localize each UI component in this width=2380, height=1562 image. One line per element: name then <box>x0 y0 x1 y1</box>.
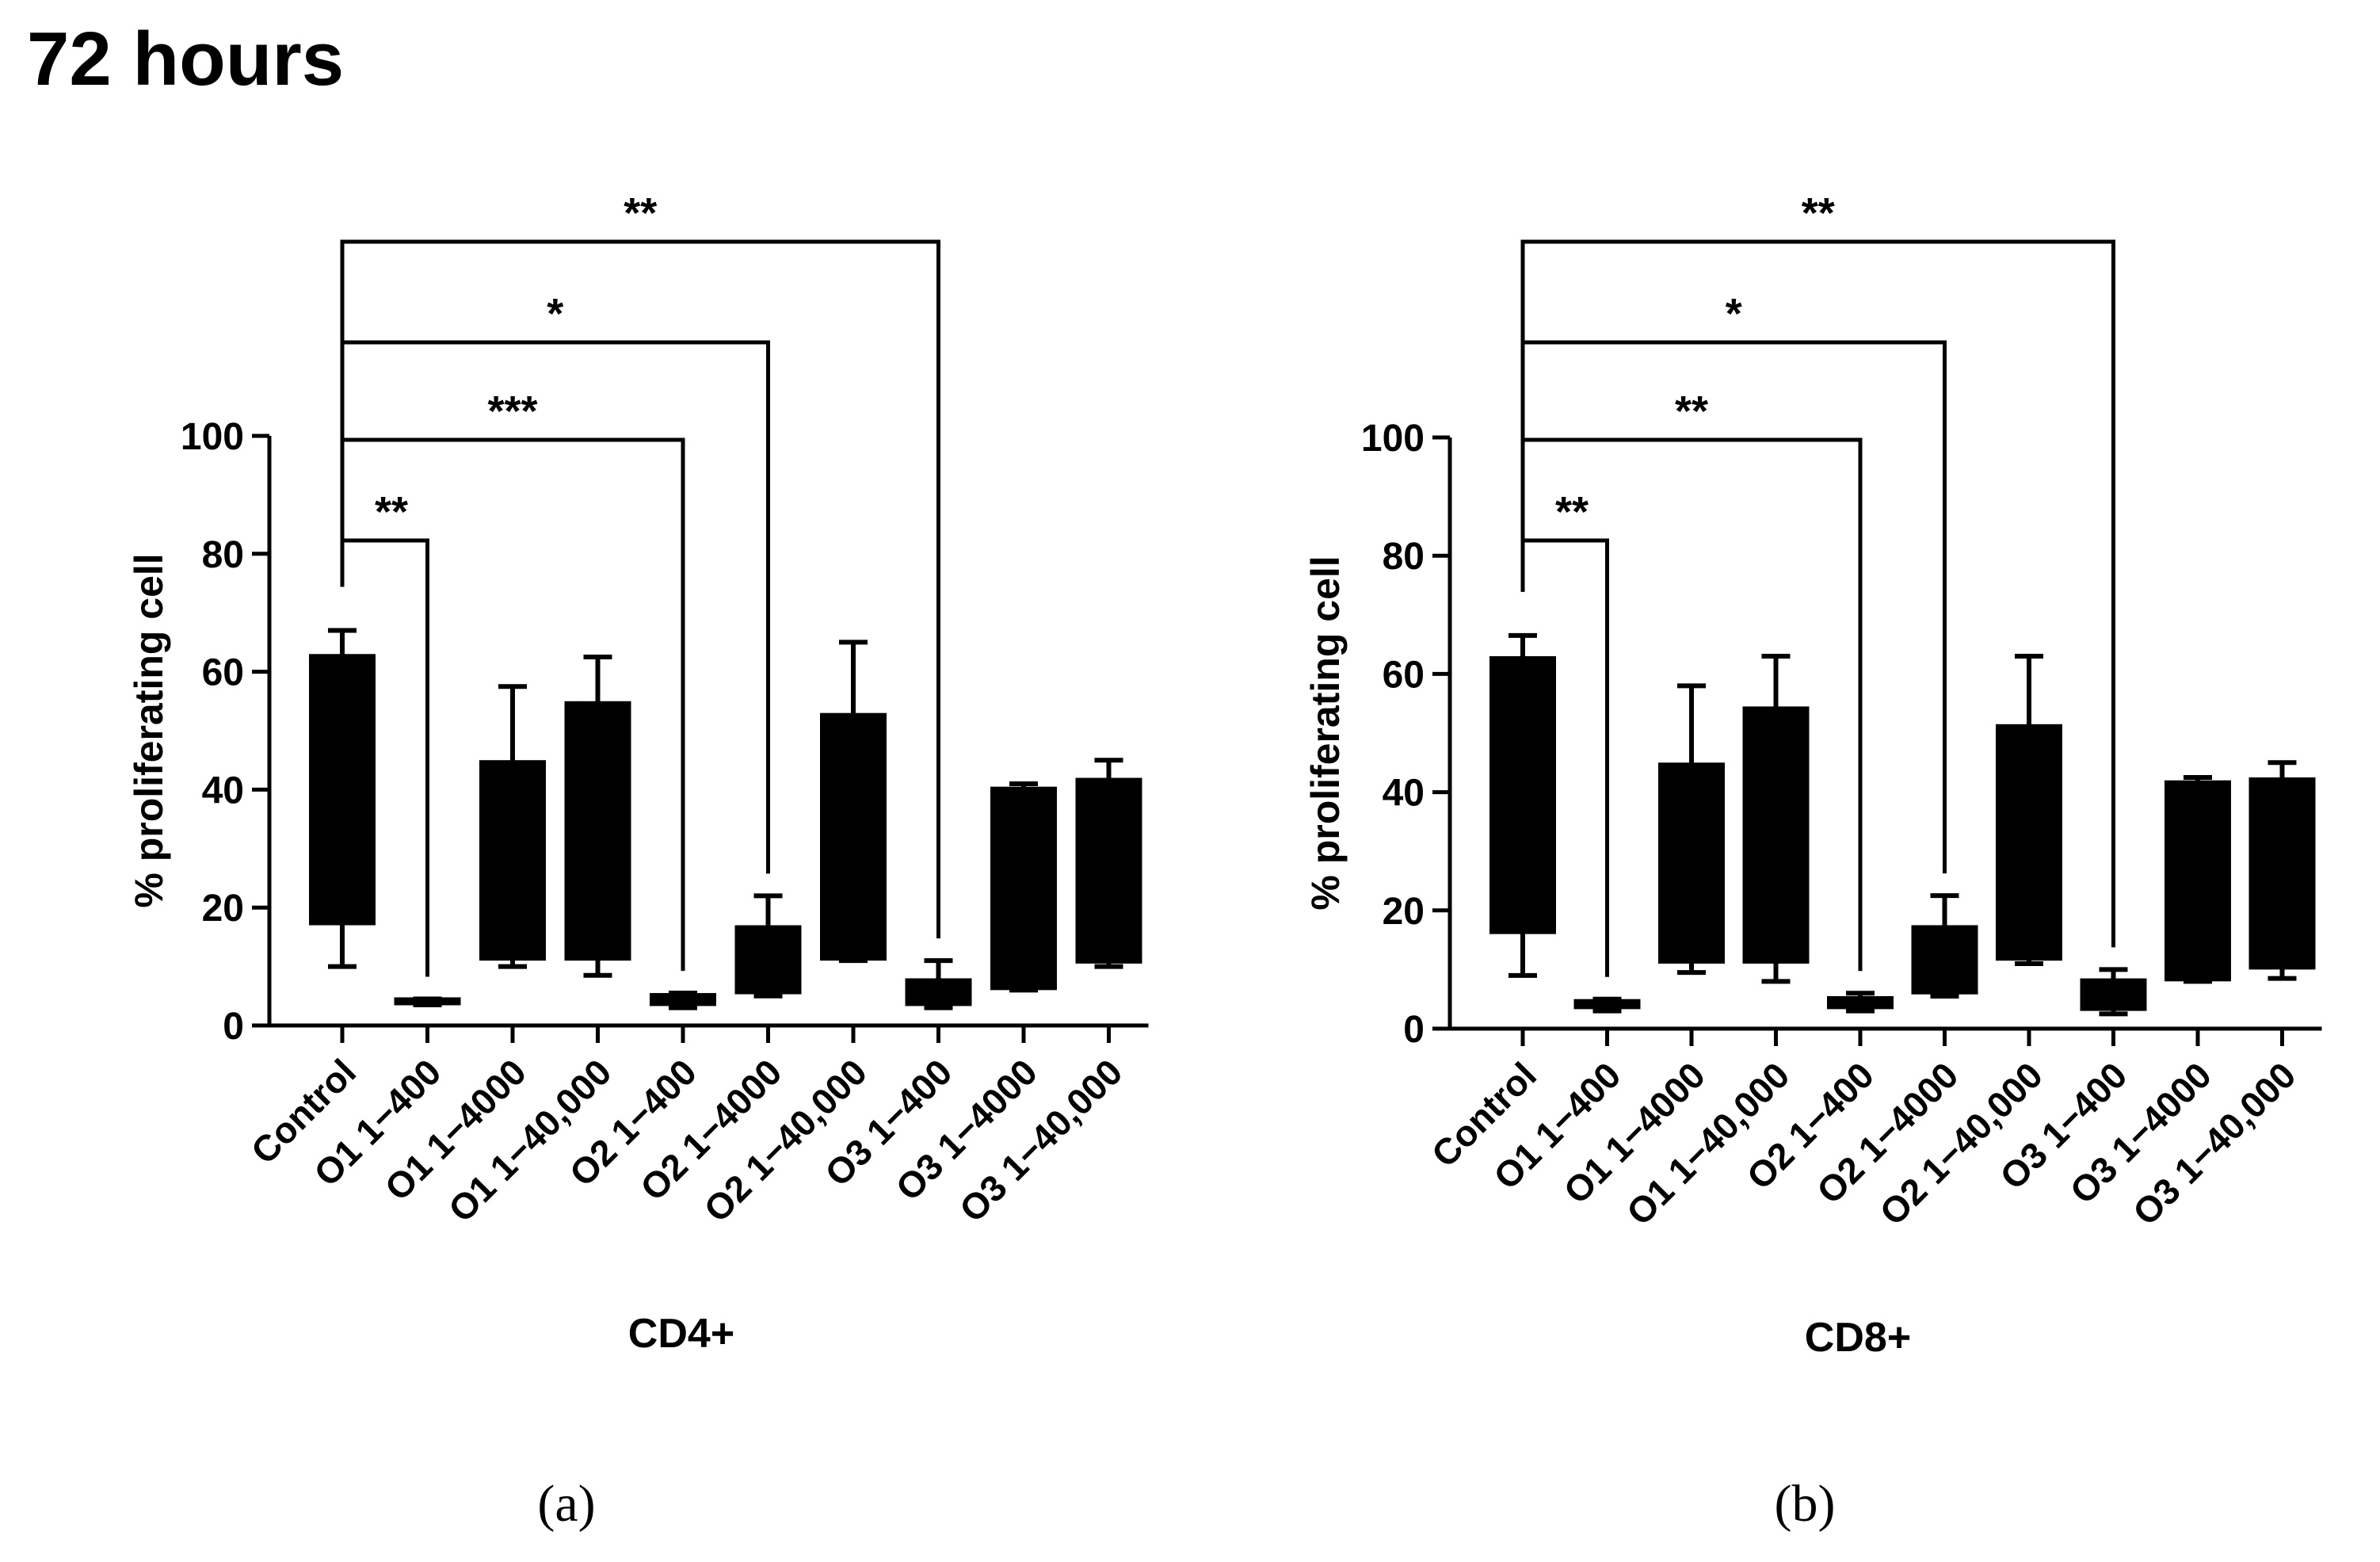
bar <box>1573 999 1641 1010</box>
panel-b-caption: (b) <box>1774 1475 1836 1533</box>
y-tick-label: 40 <box>1383 773 1425 815</box>
bar <box>1827 995 1894 1010</box>
y-tick-label: 0 <box>1403 1009 1425 1051</box>
y-tick-label: 20 <box>202 888 244 930</box>
x-axis-label: CD8+ <box>1805 1315 1911 1361</box>
y-tick-label: 60 <box>202 652 244 694</box>
bar <box>1911 925 1978 995</box>
bar <box>309 654 376 926</box>
bar <box>990 786 1057 991</box>
y-tick-label: 20 <box>1383 891 1425 933</box>
bar <box>2165 780 2231 982</box>
y-tick-label: 60 <box>1383 654 1425 696</box>
bar <box>820 712 887 961</box>
y-axis-label: % proliferating cell <box>127 553 171 907</box>
significance-bracket <box>1520 340 1947 874</box>
significance-label: *** <box>487 388 537 435</box>
y-tick-label: 40 <box>202 770 244 812</box>
significance-label: ** <box>624 189 657 237</box>
significance-label: ** <box>1675 388 1708 435</box>
bar <box>564 701 631 961</box>
significance-bracket <box>340 239 940 939</box>
bar <box>734 925 802 995</box>
significance-label: ** <box>375 488 408 536</box>
y-tick-label: 100 <box>181 416 244 458</box>
significance-bracket <box>1520 538 1609 977</box>
bar <box>650 993 716 1006</box>
bar <box>1996 724 2062 961</box>
significance-bracket <box>340 538 429 977</box>
significance-label: * <box>547 290 563 338</box>
bar <box>1742 706 1810 964</box>
significance-bracket <box>1520 239 2115 948</box>
bar <box>1489 656 1556 934</box>
bar <box>479 760 546 961</box>
bar <box>905 978 972 1006</box>
y-tick-label: 0 <box>223 1006 244 1048</box>
significance-bracket <box>340 340 770 874</box>
x-axis-label: CD4+ <box>628 1311 734 1357</box>
significance-label: ** <box>1802 189 1835 237</box>
bar <box>2248 777 2316 970</box>
panel-a-caption: (a) <box>537 1475 596 1533</box>
bar <box>1075 777 1142 964</box>
bar <box>394 997 461 1006</box>
significance-label: * <box>1726 290 1742 338</box>
bar <box>2080 978 2147 1011</box>
page-title: 72 hours <box>27 17 345 101</box>
y-tick-label: 80 <box>202 534 244 576</box>
significance-bracket <box>340 437 685 972</box>
significance-label: ** <box>1555 488 1589 536</box>
y-tick-label: 80 <box>1383 536 1425 578</box>
bar <box>1658 762 1725 964</box>
significance-bracket <box>1520 437 1863 972</box>
y-axis-label: % proliferating cell <box>1303 556 1348 910</box>
y-tick-label: 100 <box>1361 418 1425 460</box>
